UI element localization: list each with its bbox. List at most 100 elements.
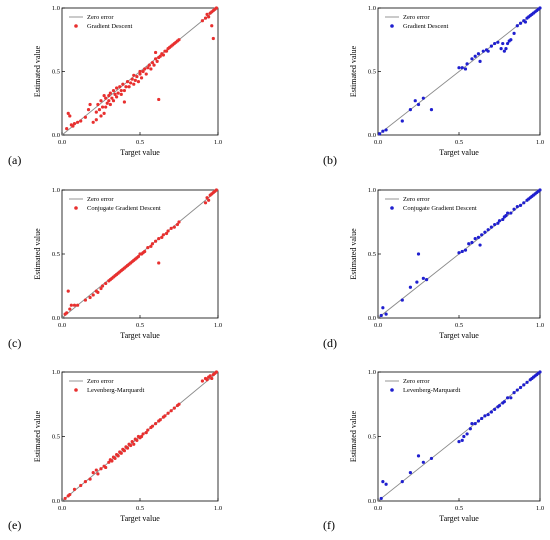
data-point bbox=[175, 222, 180, 227]
data-point bbox=[211, 36, 215, 41]
data-point bbox=[113, 92, 117, 96]
data-point bbox=[509, 396, 513, 400]
data-point bbox=[512, 207, 516, 211]
data-point bbox=[121, 82, 125, 86]
data-point bbox=[99, 286, 103, 291]
data-point bbox=[68, 114, 72, 118]
data-point bbox=[476, 52, 481, 56]
data-point bbox=[470, 240, 474, 245]
data-point bbox=[91, 293, 95, 297]
data-point bbox=[119, 88, 123, 93]
data-point bbox=[113, 456, 117, 461]
data-point bbox=[96, 472, 100, 476]
data-point bbox=[478, 59, 482, 63]
data-point bbox=[429, 108, 434, 112]
data-point bbox=[205, 12, 209, 16]
data-point bbox=[143, 249, 147, 254]
data-point bbox=[462, 434, 466, 439]
data-point bbox=[486, 228, 490, 232]
data-point bbox=[104, 96, 108, 100]
data-point bbox=[381, 129, 385, 133]
data-point bbox=[408, 471, 412, 475]
data-point bbox=[468, 427, 472, 431]
y-tick-label: 0.5 bbox=[368, 434, 376, 441]
data-point bbox=[146, 428, 150, 432]
data-point bbox=[122, 100, 126, 104]
data-point bbox=[384, 482, 388, 486]
y-tick-label: 0.5 bbox=[52, 251, 60, 258]
data-point bbox=[473, 422, 477, 426]
data-point bbox=[150, 242, 155, 246]
legend-label-zero-error: Zero error bbox=[87, 378, 114, 385]
data-point bbox=[154, 422, 158, 426]
data-point bbox=[111, 88, 116, 93]
data-point bbox=[66, 111, 70, 116]
data-point bbox=[83, 115, 87, 119]
legend-label-method: Gradient Descent bbox=[87, 23, 132, 30]
x-tick-label: 1.0 bbox=[214, 139, 222, 146]
x-axis-label: Target value bbox=[120, 148, 160, 157]
x-tick-label: 0.5 bbox=[136, 505, 144, 512]
data-point bbox=[483, 414, 487, 418]
data-point bbox=[207, 15, 211, 19]
chart-panel-6: 0.00.0 0.5 0.5 1.0 1.0 Target value Estimated … bbox=[349, 369, 544, 523]
data-point bbox=[200, 19, 204, 23]
data-point bbox=[136, 254, 141, 259]
legend-label-zero-error: Zero error bbox=[87, 14, 114, 21]
x-tick-label: 0.0 bbox=[58, 322, 66, 329]
data-point bbox=[141, 69, 145, 74]
legend-label-zero-error: Zero error bbox=[87, 196, 114, 203]
data-point bbox=[465, 62, 469, 66]
data-point bbox=[421, 276, 425, 280]
panel-label-b: (b) bbox=[323, 153, 337, 167]
data-point bbox=[152, 63, 156, 67]
data-point bbox=[523, 20, 528, 24]
data-point bbox=[205, 378, 209, 382]
data-point bbox=[463, 248, 468, 252]
chart-panel-1: 0.00.0 0.5 0.5 1.0 1.0 Target value Estimated … bbox=[33, 5, 222, 157]
data-point bbox=[169, 409, 173, 413]
y-tick-label: 0.5 bbox=[52, 434, 60, 441]
data-point bbox=[493, 41, 497, 46]
data-point bbox=[538, 6, 542, 10]
legend-marker-swatch bbox=[74, 206, 78, 210]
data-point bbox=[483, 230, 487, 234]
data-point bbox=[116, 91, 120, 95]
data-point bbox=[94, 468, 98, 472]
data-point bbox=[76, 303, 80, 307]
y-axis-label: Estimated value bbox=[349, 45, 358, 97]
y-axis-label: Estimated value bbox=[33, 410, 42, 462]
chart-panel-5: 0.00.0 0.5 0.5 1.0 1.0 Target value Estimated … bbox=[33, 369, 222, 523]
data-point bbox=[177, 38, 181, 42]
panel-label-e: (e) bbox=[8, 518, 22, 532]
data-point bbox=[127, 85, 131, 89]
data-point bbox=[515, 24, 519, 28]
y-axis-label: Estimated value bbox=[33, 228, 42, 280]
data-point bbox=[480, 233, 484, 237]
data-point bbox=[504, 47, 508, 51]
data-point bbox=[161, 233, 165, 237]
x-tick-label: 0.5 bbox=[136, 322, 144, 329]
data-point bbox=[144, 431, 148, 435]
data-point bbox=[481, 49, 485, 53]
data-point bbox=[512, 31, 516, 35]
data-point bbox=[157, 237, 161, 241]
data-point bbox=[163, 414, 167, 418]
data-point bbox=[489, 44, 493, 48]
data-point bbox=[166, 411, 170, 415]
data-point bbox=[94, 110, 98, 114]
data-point bbox=[76, 120, 80, 124]
x-tick-label: 0.5 bbox=[455, 505, 463, 512]
data-point bbox=[504, 214, 508, 218]
data-point bbox=[132, 82, 136, 86]
data-point bbox=[146, 246, 150, 250]
data-point bbox=[203, 16, 208, 20]
data-point bbox=[473, 237, 477, 241]
data-point bbox=[122, 449, 126, 453]
data-point bbox=[467, 242, 471, 246]
x-axis-label: Target value bbox=[120, 514, 160, 523]
data-point bbox=[384, 312, 388, 316]
data-point bbox=[132, 73, 136, 77]
data-point bbox=[425, 278, 429, 282]
